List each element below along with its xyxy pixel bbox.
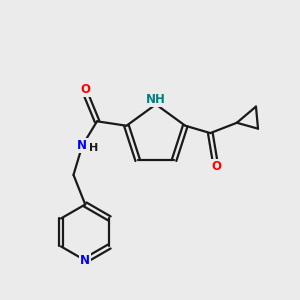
Text: N: N: [80, 254, 90, 267]
Text: N: N: [77, 139, 87, 152]
Text: NH: NH: [146, 93, 166, 106]
Text: H: H: [89, 143, 98, 153]
Text: O: O: [211, 160, 221, 172]
Text: O: O: [80, 83, 90, 96]
